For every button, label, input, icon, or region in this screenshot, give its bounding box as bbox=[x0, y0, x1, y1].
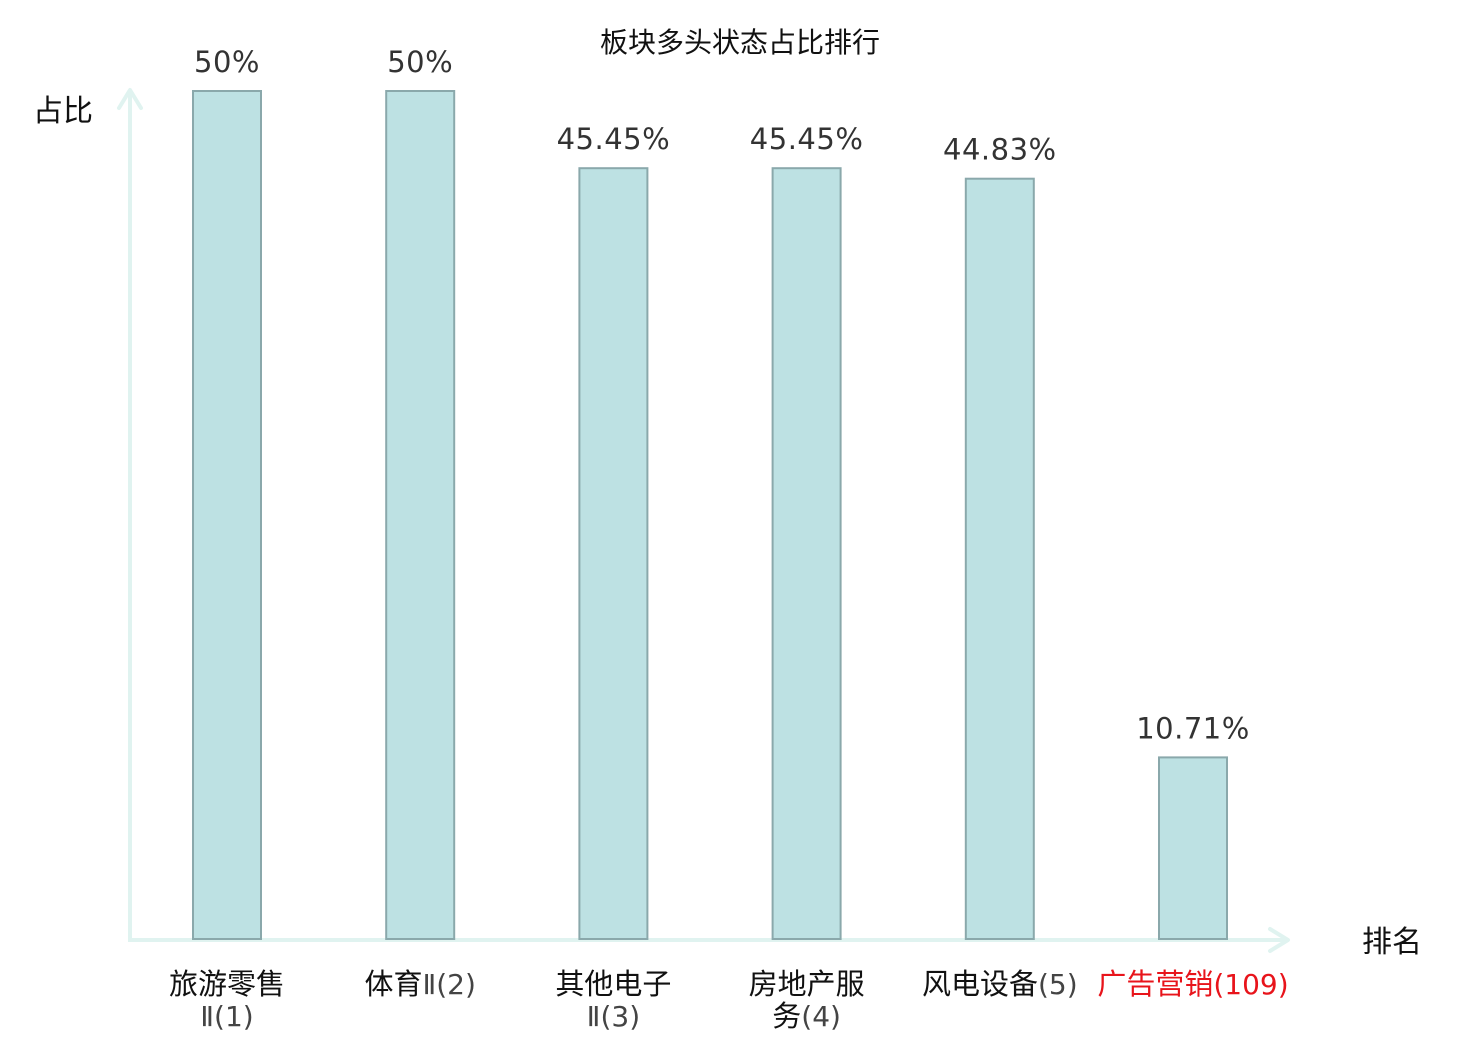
x-axis bbox=[128, 927, 1290, 953]
y-axis-label: 占比 bbox=[33, 94, 93, 129]
x-tick-label: Ⅱ(1) bbox=[200, 1000, 253, 1033]
x-tick-label: 其他电子 bbox=[555, 967, 671, 1001]
bar-6 bbox=[1158, 756, 1228, 941]
value-labels-group: 50% 50% 45.45% 45.45% 44.83% 10.71% bbox=[194, 45, 1250, 745]
x-tick-label: 务(4) bbox=[772, 999, 841, 1033]
x-tick-label: 体育Ⅱ(2) bbox=[364, 967, 475, 1001]
bar-value-label: 44.83% bbox=[943, 133, 1057, 167]
bar-2 bbox=[385, 90, 456, 940]
bar-value-label: 50% bbox=[387, 45, 453, 79]
bar-value-label: 45.45% bbox=[557, 122, 671, 156]
bar-5 bbox=[964, 177, 1035, 940]
x-tick-label: 风电设备(5) bbox=[922, 967, 1078, 1001]
x-tick-label: 旅游零售 bbox=[169, 967, 285, 1001]
x-tick-label: 广告营销(109) bbox=[1097, 967, 1288, 1001]
bar-value-label: 45.45% bbox=[750, 122, 864, 156]
bar-3 bbox=[578, 167, 649, 940]
bar-value-label: 10.71% bbox=[1136, 711, 1250, 745]
x-tick-label: Ⅱ(3) bbox=[587, 1000, 640, 1033]
x-axis-label: 排名 bbox=[1362, 925, 1422, 960]
bar-4 bbox=[771, 167, 842, 940]
bar-value-label: 50% bbox=[194, 45, 260, 79]
bar-1 bbox=[192, 90, 262, 940]
chart-title: 板块多头状态占比排行 bbox=[600, 26, 880, 59]
bars-group bbox=[192, 90, 1228, 941]
x-tick-label: 房地产服 bbox=[749, 967, 865, 1001]
y-axis bbox=[117, 88, 143, 942]
